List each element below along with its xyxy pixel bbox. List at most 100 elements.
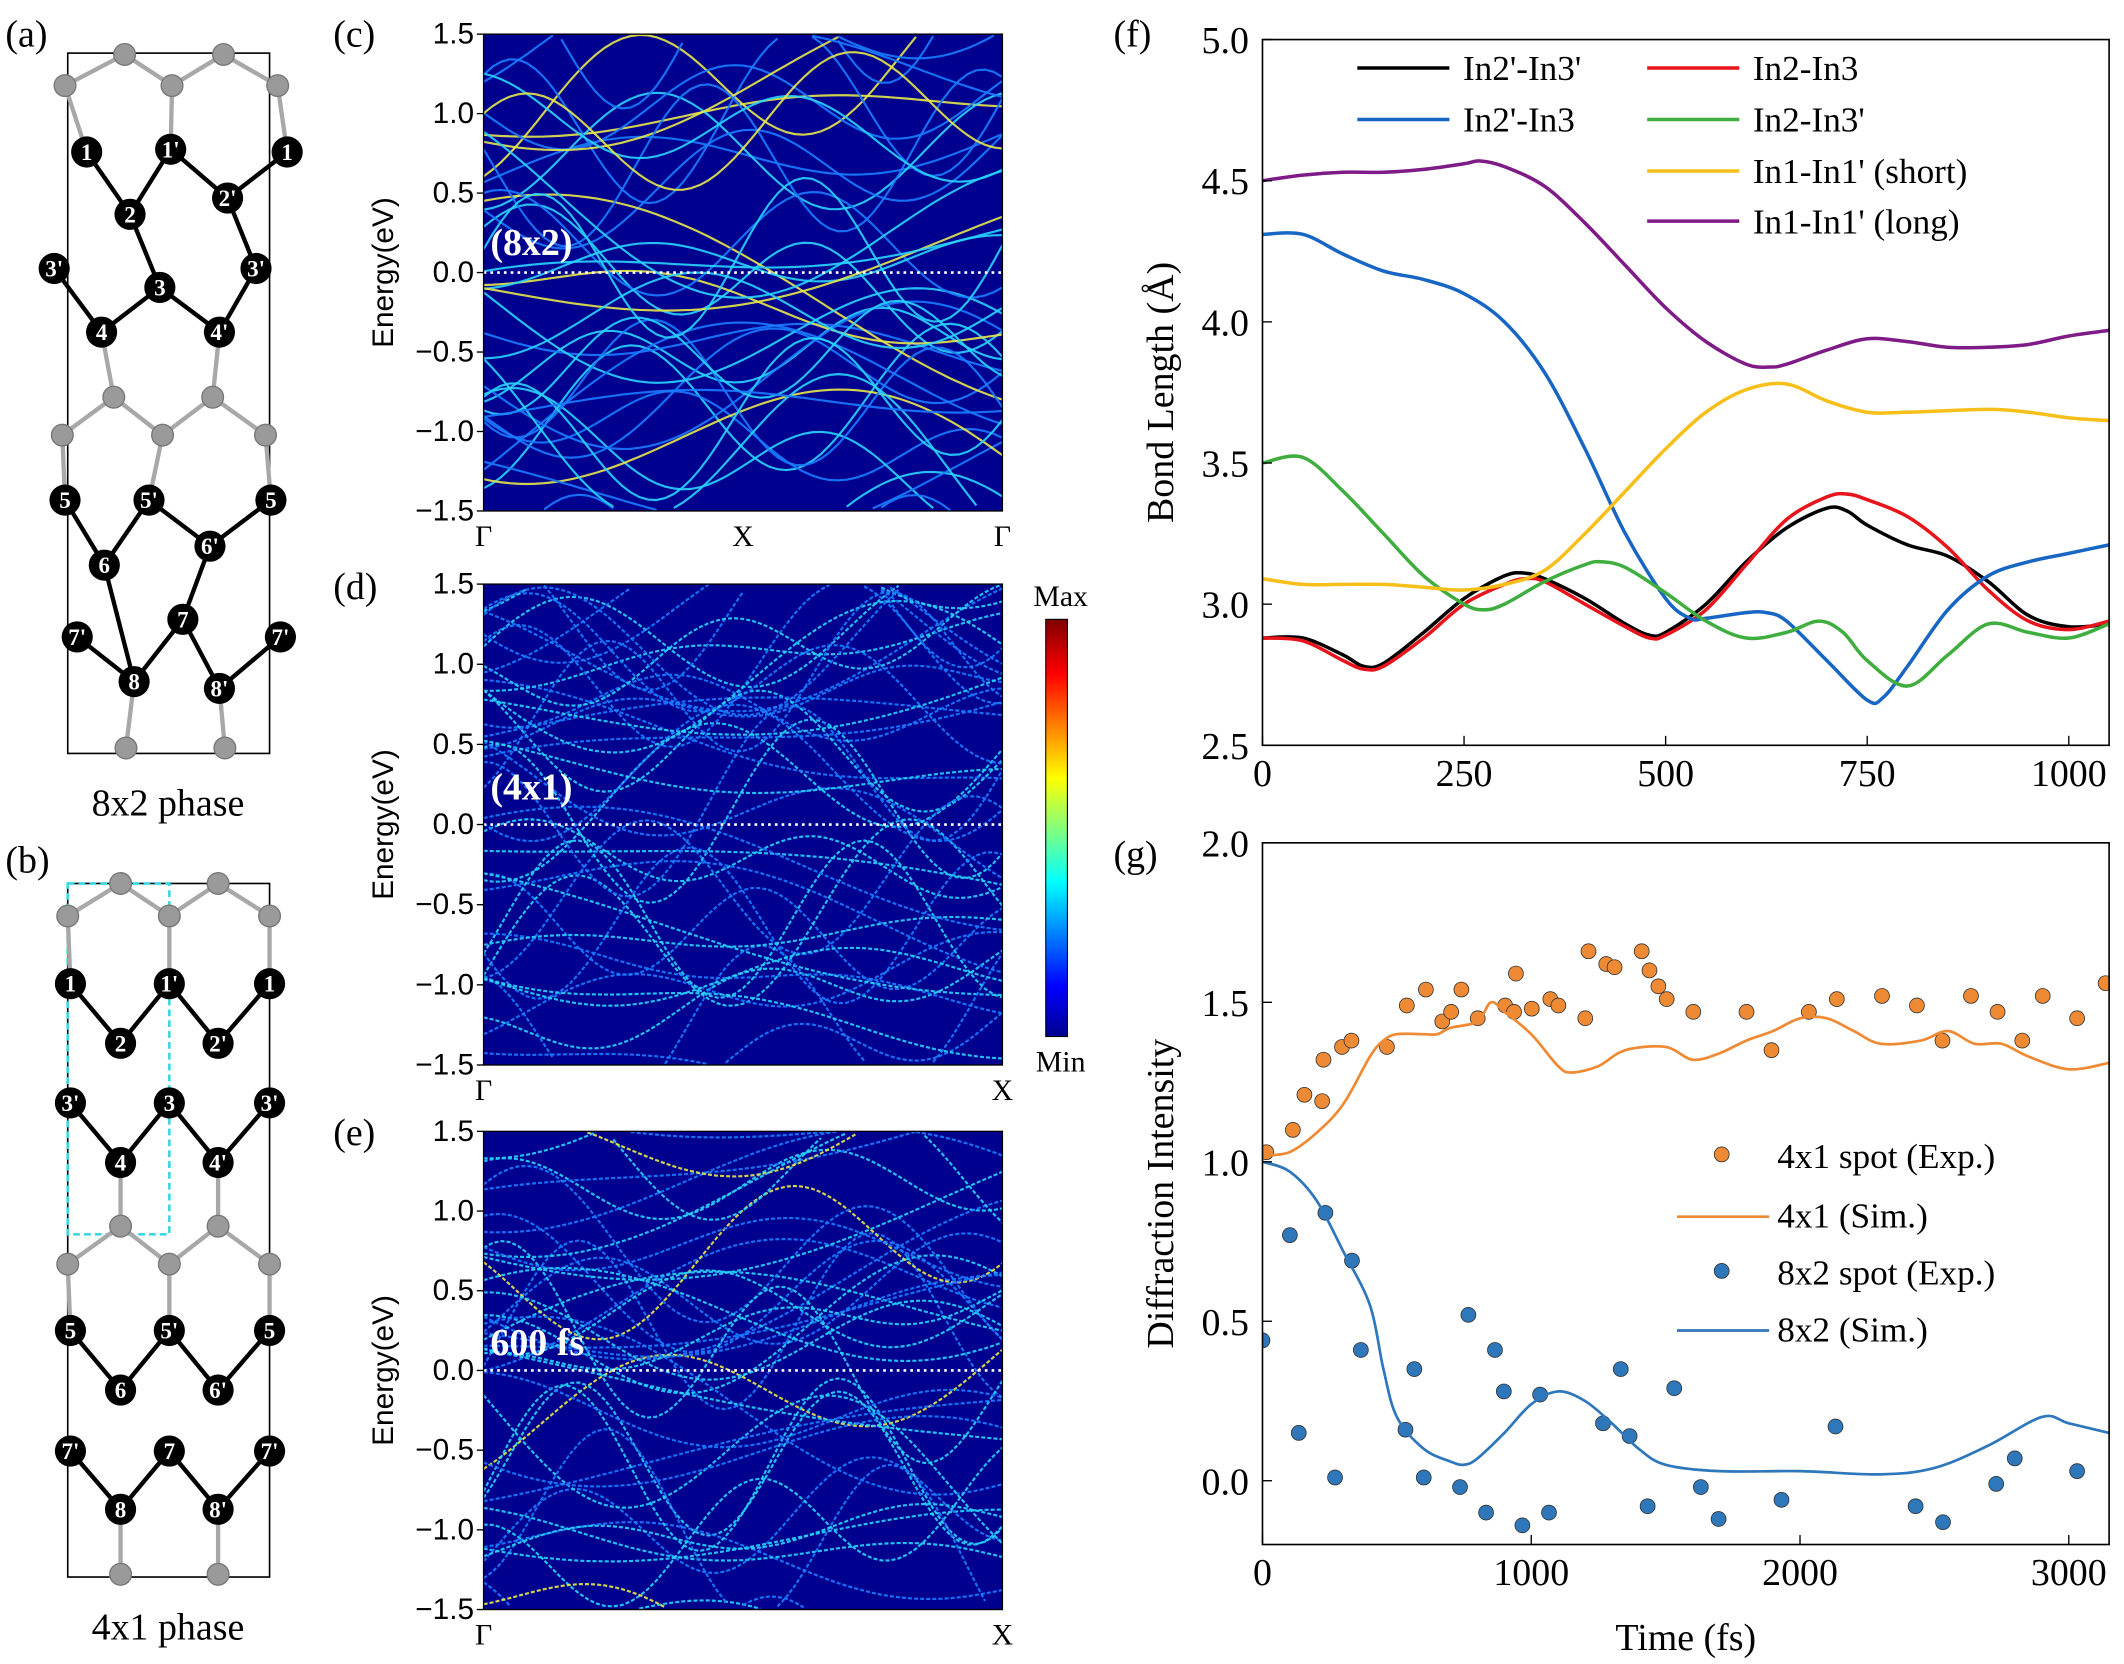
y-tick-label: 4.0 [1202,302,1249,344]
x-tick-label: X [732,520,754,553]
substrate-atom [206,871,230,895]
band-line [483,703,1003,843]
atom-label: 6 [99,552,111,578]
data-point [1874,988,1890,1004]
substrate-atom [206,1214,230,1238]
band-line [483,36,839,152]
atom-label: 4 [115,1150,127,1176]
panel-label-e: (e) [333,1112,375,1154]
band-line [483,592,1003,765]
band-line [483,287,1003,384]
colorbar-min: Min [1036,1046,1086,1079]
x-tick-label: Γ [994,520,1011,553]
data-point [1478,1504,1494,1521]
y-tick-label: −1.0 [415,968,474,1001]
band-line [483,94,1003,138]
panel-label-b: (b) [5,840,49,882]
band-line [483,722,1003,883]
indium-atom [203,672,236,704]
atom-label: 2 [124,201,136,227]
data-point [1773,1492,1790,1508]
y-tick-label: 1.5 [433,568,474,601]
indium-atom [202,1146,234,1179]
band-line [483,1348,1003,1470]
data-point [1327,1469,1343,1486]
band-line [483,584,1003,748]
band-line [483,358,978,509]
data-point [1452,1479,1468,1495]
y-tick-label: −0.5 [415,1434,474,1467]
atom-label: 3 [154,274,166,300]
band-panel-label: (4x1) [490,766,572,808]
panel-label-d: (d) [333,566,377,608]
y-axis-label: Energy(eV) [367,749,400,900]
x-tick-label: 750 [1839,753,1896,795]
band-line [586,1131,856,1178]
y-tick-label: 0.0 [433,256,474,289]
data-point [1314,1093,1331,1110]
band-line [483,1254,1003,1395]
atom-label: 8 [128,669,140,695]
band-line [483,1131,597,1160]
substrate-atom [157,1252,181,1276]
band-line [483,327,1003,459]
band-line [483,51,1003,191]
band-line [483,689,1003,813]
panel-label-g: (g) [1113,834,1157,876]
indium-atom [240,252,272,285]
indium-atom [114,198,146,230]
data-point [1352,1342,1369,1358]
data-point [1633,943,1650,960]
indium-atom [61,621,93,653]
band-line [483,915,1003,948]
indium-atom [104,1374,137,1406]
atom-label: 7' [271,624,289,650]
indium-atom [144,271,176,304]
band-line [483,700,1003,758]
indium-atom [54,968,87,1000]
band-line [483,612,1003,692]
band-line [483,1239,1003,1465]
atom-label: 3 [164,1090,176,1116]
band-line [483,1199,1003,1361]
bond-length-chart: 0 250 500 750 1000 2.5 3.0 3.5 4.0 4.5 5.0 Bond Len… [1140,20,2110,795]
data-point [1343,1032,1360,1049]
data-point [1453,981,1470,998]
panel-label-a: (a) [5,13,47,55]
band-line [483,818,1003,1007]
data-point [1934,1032,1951,1049]
band-line [543,584,1003,691]
indium-atom [153,1314,185,1347]
band-line [483,1271,1003,1349]
data-point [1828,991,1845,1007]
band-line [483,705,1003,898]
caption-4x1: 4x1 phase [92,1606,245,1648]
data-point [2034,988,2051,1004]
indium-atom [253,1314,286,1347]
x-tick-label: 0 [1253,753,1272,795]
band-line [483,318,1003,467]
legend-label: In2-In3 [1753,49,1859,88]
y-tick-label: −0.5 [415,888,474,921]
band-line [612,1134,1003,1224]
y-tick-label: 0.0 [433,1354,474,1387]
atom-label: 7 [177,606,189,632]
x-tick-label: 250 [1436,753,1493,795]
data-point [1282,1227,1298,1243]
y-tick-label: −0.5 [415,336,474,369]
atom-label: 3' [247,255,265,281]
indium-atom [202,1493,234,1525]
atom-label: 2' [209,1030,227,1056]
substrate-atom [109,1214,133,1238]
indium-atom [211,182,244,214]
data-point [1398,997,1415,1014]
band-line [483,846,1003,1005]
indium-atom [88,549,120,581]
indium-atom [155,133,187,165]
indium-atom [253,968,286,1000]
data-point [1738,1004,1755,1020]
data-point [1692,1479,1709,1495]
substrate-atom [56,1252,80,1276]
band-line [483,1394,1003,1545]
